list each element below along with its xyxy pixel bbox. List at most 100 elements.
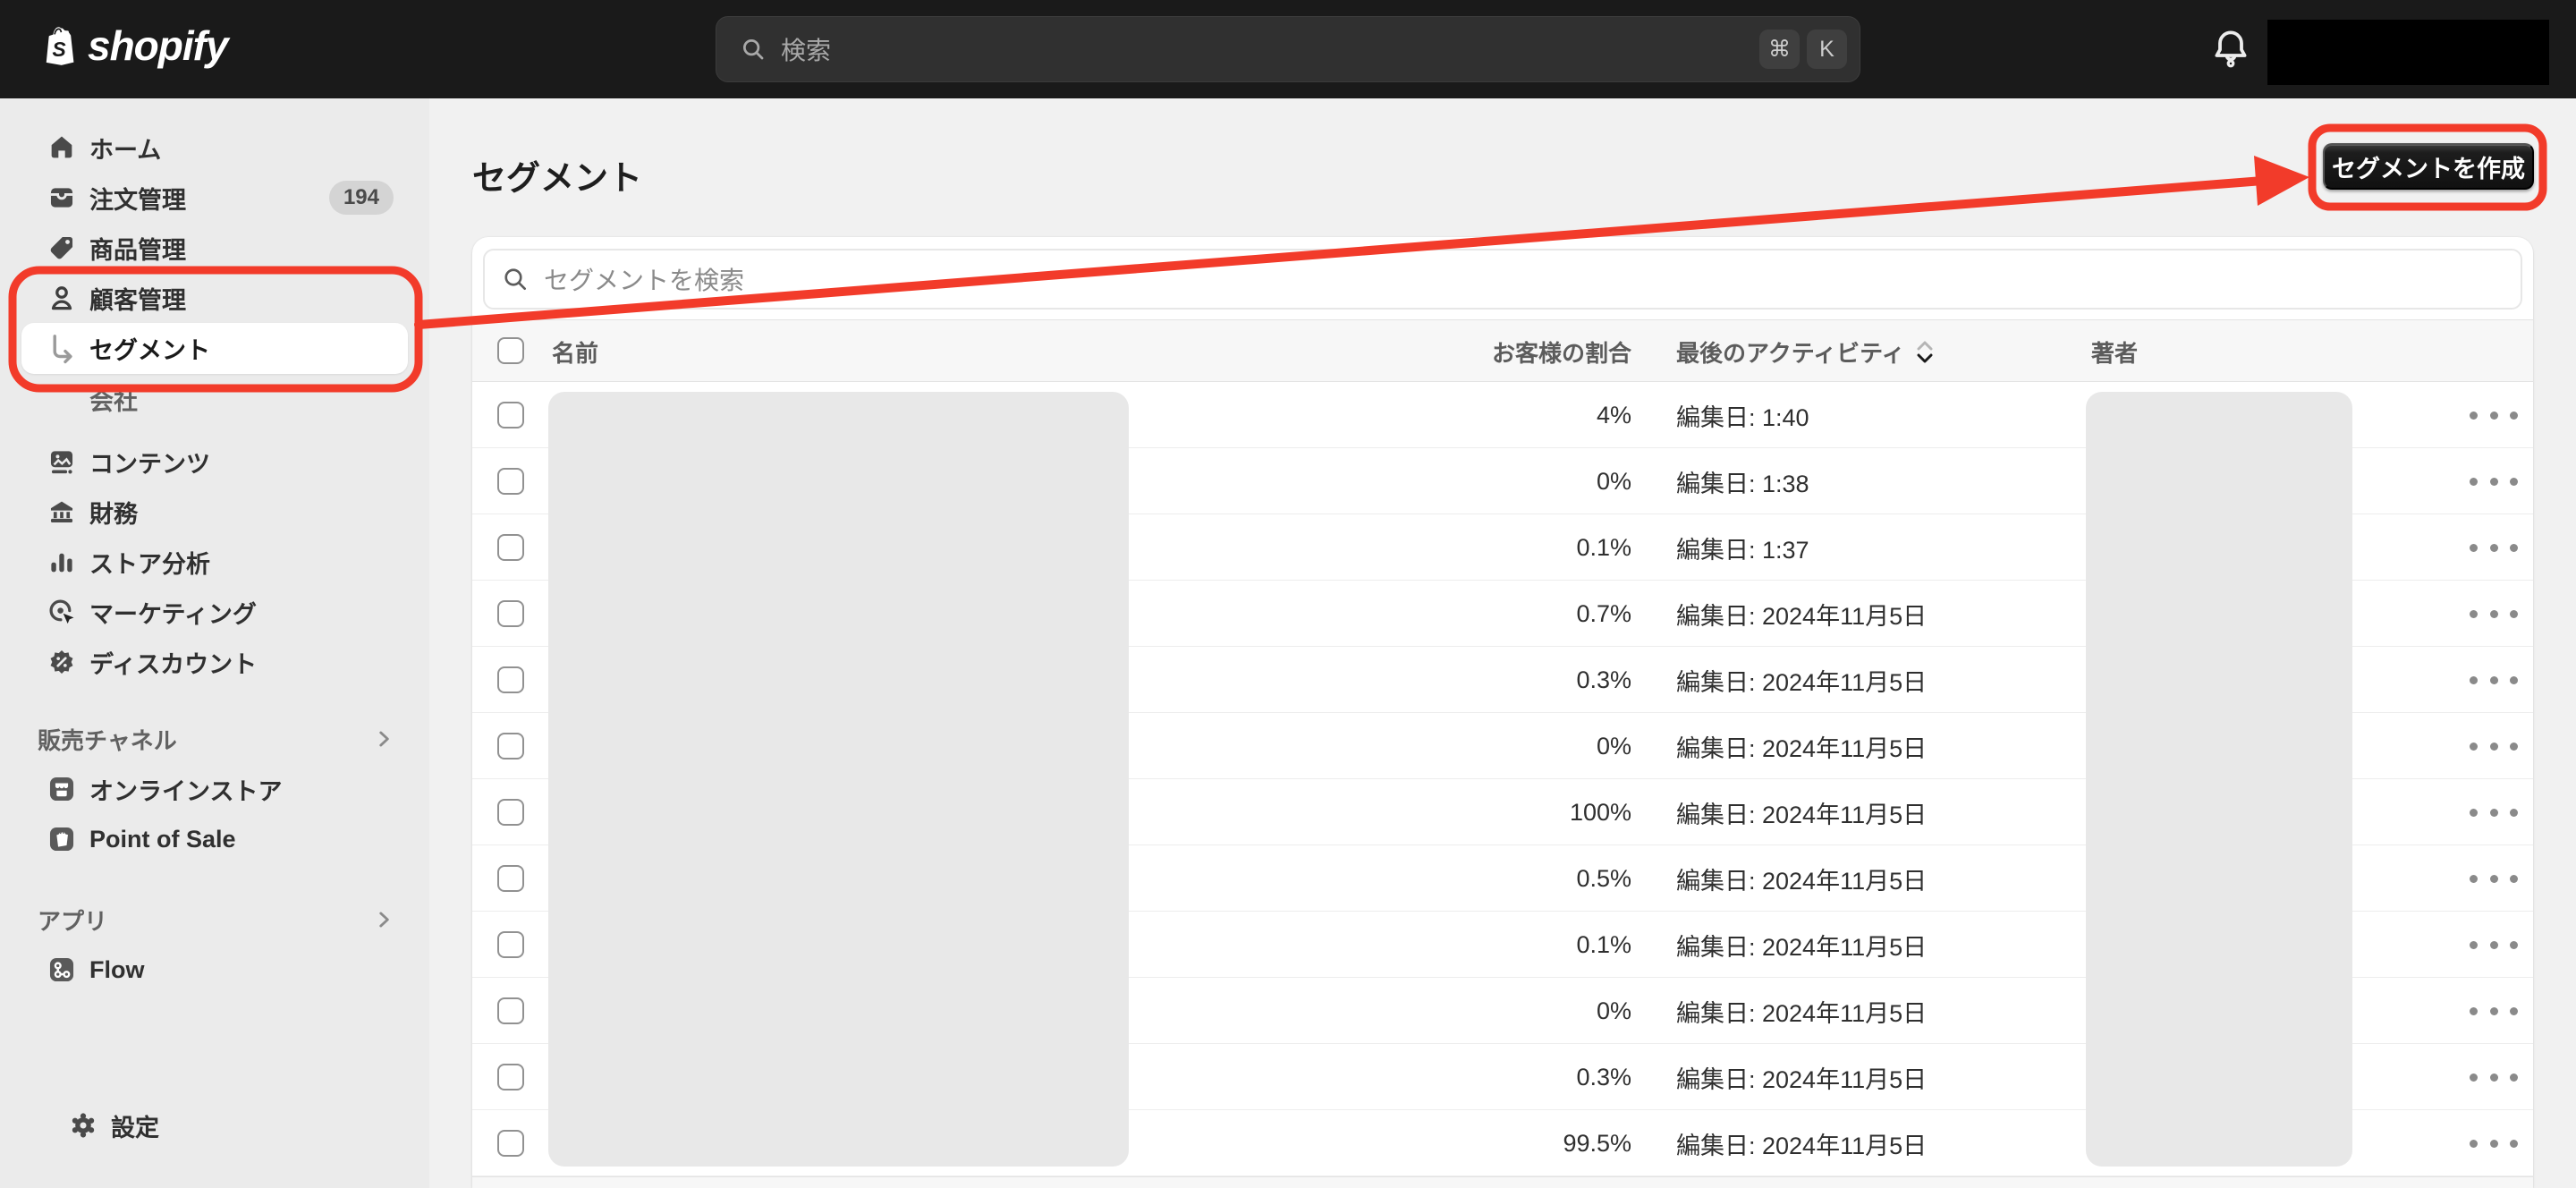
sidebar-item-segments[interactable]: セグメント <box>21 323 408 374</box>
sidebar-item-label: 設定 <box>111 1114 159 1141</box>
segments-card: セグメントを検索 名前 お客様の割合 最後のアクティビティ 著者 4% 編集日: … <box>472 237 2533 1188</box>
online-store-icon <box>47 774 77 804</box>
pos-icon <box>47 824 77 854</box>
global-search-placeholder: 検索 <box>781 37 832 64</box>
sidebar-item-point-of-sale[interactable]: Point of Sale <box>21 814 408 864</box>
segment-search-placeholder: セグメントを検索 <box>544 267 745 294</box>
sidebar-item-home[interactable]: ホーム <box>21 123 408 173</box>
finance-icon <box>47 496 77 527</box>
create-segment-button[interactable]: セグメントを作成 <box>2323 143 2534 190</box>
dot <box>2510 940 2518 949</box>
sidebar-sales-channels: 販売チャネル オンラインストア Point of Sale <box>0 714 429 864</box>
dot <box>2470 411 2478 420</box>
last-activity-value: 編集日: 2024年11月5日 <box>1676 734 1928 762</box>
cmd-key: ⌘ <box>1759 30 1800 69</box>
dot <box>2489 1073 2498 1082</box>
sidebar-item-companies[interactable]: 会社 <box>21 374 408 424</box>
row-checkbox[interactable] <box>497 533 524 561</box>
column-header-name[interactable]: 名前 <box>552 339 599 367</box>
last-activity-value: 編集日: 2024年11月5日 <box>1676 801 1928 828</box>
row-checkbox[interactable] <box>497 599 524 627</box>
chevron-right-icon <box>372 727 395 751</box>
redacted-store-name[interactable] <box>2267 20 2549 85</box>
percent-of-customers-value: 4% <box>1596 401 1631 429</box>
sidebar-item-content[interactable]: コンテンツ <box>21 437 408 487</box>
row-actions-menu-icon[interactable] <box>2470 382 2518 448</box>
sidebar-item-label: ストア分析 <box>89 550 210 578</box>
orders-icon <box>47 182 77 213</box>
row-actions-menu-icon[interactable] <box>2470 647 2518 713</box>
sidebar-item-flow[interactable]: Flow <box>21 945 408 995</box>
sidebar-item-products[interactable]: 商品管理 <box>21 223 408 273</box>
row-checkbox[interactable] <box>497 997 524 1024</box>
sidebar-section-sales-channels[interactable]: 販売チャネル <box>21 714 408 764</box>
sort-descending-icon[interactable] <box>1916 340 1934 364</box>
last-activity-value: 編集日: 2024年11月5日 <box>1676 602 1928 630</box>
sidebar-item-settings[interactable]: 設定 <box>43 1100 386 1150</box>
sidebar-item-orders[interactable]: 注文管理 194 <box>21 173 408 223</box>
global-search-input[interactable]: 検索 ⌘ K <box>716 16 1860 82</box>
sidebar-item-label: セグメント <box>89 337 210 364</box>
notifications-bell-icon[interactable] <box>2207 25 2254 75</box>
dot <box>2510 411 2518 420</box>
row-checkbox[interactable] <box>497 401 524 429</box>
row-actions-menu-icon[interactable] <box>2470 448 2518 514</box>
sidebar-item-label: 注文管理 <box>89 186 186 214</box>
row-actions-menu-icon[interactable] <box>2470 1110 2518 1176</box>
row-checkbox[interactable] <box>497 930 524 958</box>
row-checkbox[interactable] <box>497 798 524 826</box>
sidebar-item-discounts[interactable]: ディスカウント <box>21 637 408 687</box>
row-actions-menu-icon[interactable] <box>2470 912 2518 978</box>
sidebar-item-marketing[interactable]: マーケティング <box>21 587 408 637</box>
shopify-logo[interactable]: S shopify <box>41 21 229 70</box>
row-actions-menu-icon[interactable] <box>2470 779 2518 845</box>
row-checkbox[interactable] <box>497 467 524 495</box>
row-actions-menu-icon[interactable] <box>2470 514 2518 581</box>
sidebar-item-label: マーケティング <box>89 600 257 628</box>
row-checkbox[interactable] <box>497 732 524 759</box>
dot <box>2510 477 2518 486</box>
sidebar-item-label: Point of Sale <box>89 825 236 853</box>
dot <box>2470 675 2478 684</box>
sidebar-item-label: ディスカウント <box>89 650 258 678</box>
sidebar-item-label: Flow <box>89 955 145 983</box>
dot <box>2489 543 2498 552</box>
row-checkbox[interactable] <box>497 1063 524 1090</box>
sidebar-section-apps[interactable]: アプリ <box>21 895 408 945</box>
dot <box>2510 1006 2518 1015</box>
row-checkbox[interactable] <box>497 864 524 892</box>
gear-icon <box>68 1110 98 1141</box>
percent-of-customers-value: 0.1% <box>1576 533 1631 561</box>
sidebar-item-online-store[interactable]: オンラインストア <box>21 764 408 814</box>
flow-icon <box>47 955 77 985</box>
row-actions-menu-icon[interactable] <box>2470 713 2518 779</box>
dot <box>2470 874 2478 883</box>
row-actions-menu-icon[interactable] <box>2470 845 2518 912</box>
row-checkbox[interactable] <box>497 666 524 693</box>
dot <box>2470 1006 2478 1015</box>
dot <box>2510 808 2518 817</box>
marketing-icon <box>47 597 77 627</box>
select-all-checkbox[interactable] <box>497 337 524 364</box>
last-activity-value: 編集日: 1:38 <box>1676 470 1809 497</box>
row-actions-menu-icon[interactable] <box>2470 1044 2518 1110</box>
percent-of-customers-value: 100% <box>1569 798 1631 826</box>
sidebar-item-customers[interactable]: 顧客管理 <box>21 273 408 323</box>
last-activity-value: 編集日: 1:37 <box>1676 536 1809 564</box>
column-header-percent[interactable]: お客様の割合 <box>1491 339 1631 367</box>
column-header-activity[interactable]: 最後のアクティビティ <box>1676 320 1934 383</box>
sidebar-item-finance[interactable]: 財務 <box>21 487 408 537</box>
segment-search-input[interactable]: セグメントを検索 <box>483 249 2522 310</box>
row-actions-menu-icon[interactable] <box>2470 978 2518 1044</box>
keyboard-shortcut: ⌘ K <box>1759 30 1847 69</box>
row-checkbox[interactable] <box>497 1129 524 1157</box>
topbar: S shopify 検索 ⌘ K <box>0 0 2576 98</box>
sidebar-item-analytics[interactable]: ストア分析 <box>21 537 408 587</box>
row-actions-menu-icon[interactable] <box>2470 581 2518 647</box>
dot <box>2489 1139 2498 1148</box>
percent-of-customers-value: 0.7% <box>1576 599 1631 627</box>
column-header-author[interactable]: 著者 <box>2091 339 2139 367</box>
settings-slot: 設定 <box>21 1100 408 1150</box>
percent-of-customers-value: 99.5% <box>1563 1129 1631 1157</box>
dot <box>2489 609 2498 618</box>
